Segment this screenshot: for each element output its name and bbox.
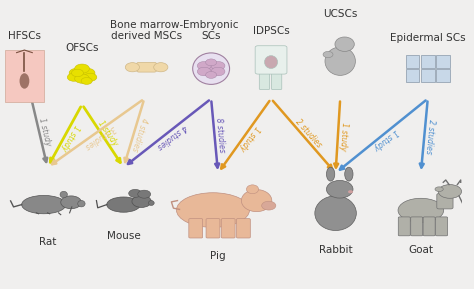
Text: 4 studies: 4 studies bbox=[155, 122, 188, 151]
Ellipse shape bbox=[148, 201, 154, 205]
Ellipse shape bbox=[241, 190, 272, 212]
FancyBboxPatch shape bbox=[406, 55, 419, 68]
Text: Bone marrow-
derived MSCs: Bone marrow- derived MSCs bbox=[110, 20, 183, 41]
FancyBboxPatch shape bbox=[272, 71, 282, 90]
Circle shape bbox=[84, 73, 97, 81]
FancyBboxPatch shape bbox=[411, 217, 423, 236]
Text: 1 study: 1 study bbox=[338, 122, 349, 151]
Circle shape bbox=[67, 73, 80, 81]
Ellipse shape bbox=[176, 193, 249, 227]
Text: Goat: Goat bbox=[409, 245, 433, 255]
Text: HFSCs: HFSCs bbox=[8, 32, 41, 41]
FancyBboxPatch shape bbox=[221, 219, 235, 238]
Circle shape bbox=[197, 62, 211, 70]
Circle shape bbox=[129, 189, 142, 197]
Text: 1 study: 1 study bbox=[372, 127, 400, 152]
Text: Pig: Pig bbox=[210, 251, 226, 261]
FancyBboxPatch shape bbox=[436, 217, 447, 236]
Circle shape bbox=[81, 77, 92, 84]
Ellipse shape bbox=[19, 73, 29, 89]
Ellipse shape bbox=[61, 196, 82, 209]
FancyBboxPatch shape bbox=[406, 69, 419, 82]
Text: UCSCs: UCSCs bbox=[323, 9, 357, 18]
Text: Epidermal SCs: Epidermal SCs bbox=[390, 33, 465, 43]
Circle shape bbox=[80, 68, 95, 77]
Ellipse shape bbox=[22, 195, 66, 214]
Ellipse shape bbox=[154, 63, 168, 72]
Ellipse shape bbox=[107, 197, 140, 212]
Text: Rabbit: Rabbit bbox=[319, 245, 352, 255]
Ellipse shape bbox=[132, 195, 151, 208]
Circle shape bbox=[138, 190, 151, 198]
Text: 2 studies: 2 studies bbox=[293, 117, 323, 149]
Text: 1 study: 1 study bbox=[237, 124, 262, 152]
Ellipse shape bbox=[345, 167, 353, 181]
Text: 2 studies: 2 studies bbox=[424, 118, 436, 154]
Circle shape bbox=[211, 67, 225, 76]
Text: 8 studies: 8 studies bbox=[214, 118, 226, 153]
Ellipse shape bbox=[327, 167, 335, 181]
FancyBboxPatch shape bbox=[421, 69, 435, 82]
FancyBboxPatch shape bbox=[423, 217, 435, 236]
Circle shape bbox=[72, 69, 83, 77]
Circle shape bbox=[197, 67, 211, 76]
Text: 1 study: 1 study bbox=[37, 117, 53, 147]
FancyBboxPatch shape bbox=[237, 219, 250, 238]
Circle shape bbox=[211, 62, 225, 70]
Text: 1 study: 1 study bbox=[59, 123, 81, 152]
FancyBboxPatch shape bbox=[421, 55, 435, 68]
Ellipse shape bbox=[327, 180, 353, 198]
Ellipse shape bbox=[262, 201, 276, 210]
Ellipse shape bbox=[398, 198, 444, 222]
Ellipse shape bbox=[60, 191, 67, 198]
FancyBboxPatch shape bbox=[189, 219, 203, 238]
Text: OFSCs: OFSCs bbox=[65, 43, 99, 53]
Circle shape bbox=[69, 68, 84, 77]
FancyBboxPatch shape bbox=[437, 69, 450, 82]
Ellipse shape bbox=[193, 53, 229, 84]
Circle shape bbox=[75, 74, 90, 83]
FancyBboxPatch shape bbox=[398, 217, 410, 236]
Ellipse shape bbox=[125, 63, 139, 72]
Circle shape bbox=[202, 63, 220, 74]
FancyBboxPatch shape bbox=[437, 193, 453, 209]
Ellipse shape bbox=[323, 51, 333, 58]
Ellipse shape bbox=[246, 185, 259, 194]
Ellipse shape bbox=[435, 187, 443, 191]
Circle shape bbox=[206, 71, 217, 78]
Ellipse shape bbox=[335, 37, 354, 51]
Circle shape bbox=[75, 64, 90, 73]
Text: 1 study: 1 study bbox=[96, 119, 119, 148]
Text: IDPSCs: IDPSCs bbox=[253, 26, 290, 36]
FancyBboxPatch shape bbox=[206, 219, 220, 238]
Ellipse shape bbox=[78, 201, 85, 207]
FancyBboxPatch shape bbox=[255, 46, 287, 74]
Text: Mouse: Mouse bbox=[107, 231, 140, 241]
FancyBboxPatch shape bbox=[137, 62, 156, 72]
Ellipse shape bbox=[438, 185, 462, 198]
Text: 3 studies: 3 studies bbox=[83, 123, 117, 150]
FancyBboxPatch shape bbox=[437, 55, 450, 68]
Text: Rat: Rat bbox=[39, 237, 56, 247]
Ellipse shape bbox=[325, 47, 356, 75]
FancyBboxPatch shape bbox=[259, 71, 270, 90]
Ellipse shape bbox=[348, 190, 353, 193]
FancyBboxPatch shape bbox=[5, 50, 44, 101]
Ellipse shape bbox=[264, 55, 278, 68]
Text: 4 studies: 4 studies bbox=[130, 116, 149, 152]
Ellipse shape bbox=[315, 196, 356, 231]
Text: Embryonic
SCs: Embryonic SCs bbox=[183, 20, 239, 41]
Circle shape bbox=[206, 59, 217, 66]
